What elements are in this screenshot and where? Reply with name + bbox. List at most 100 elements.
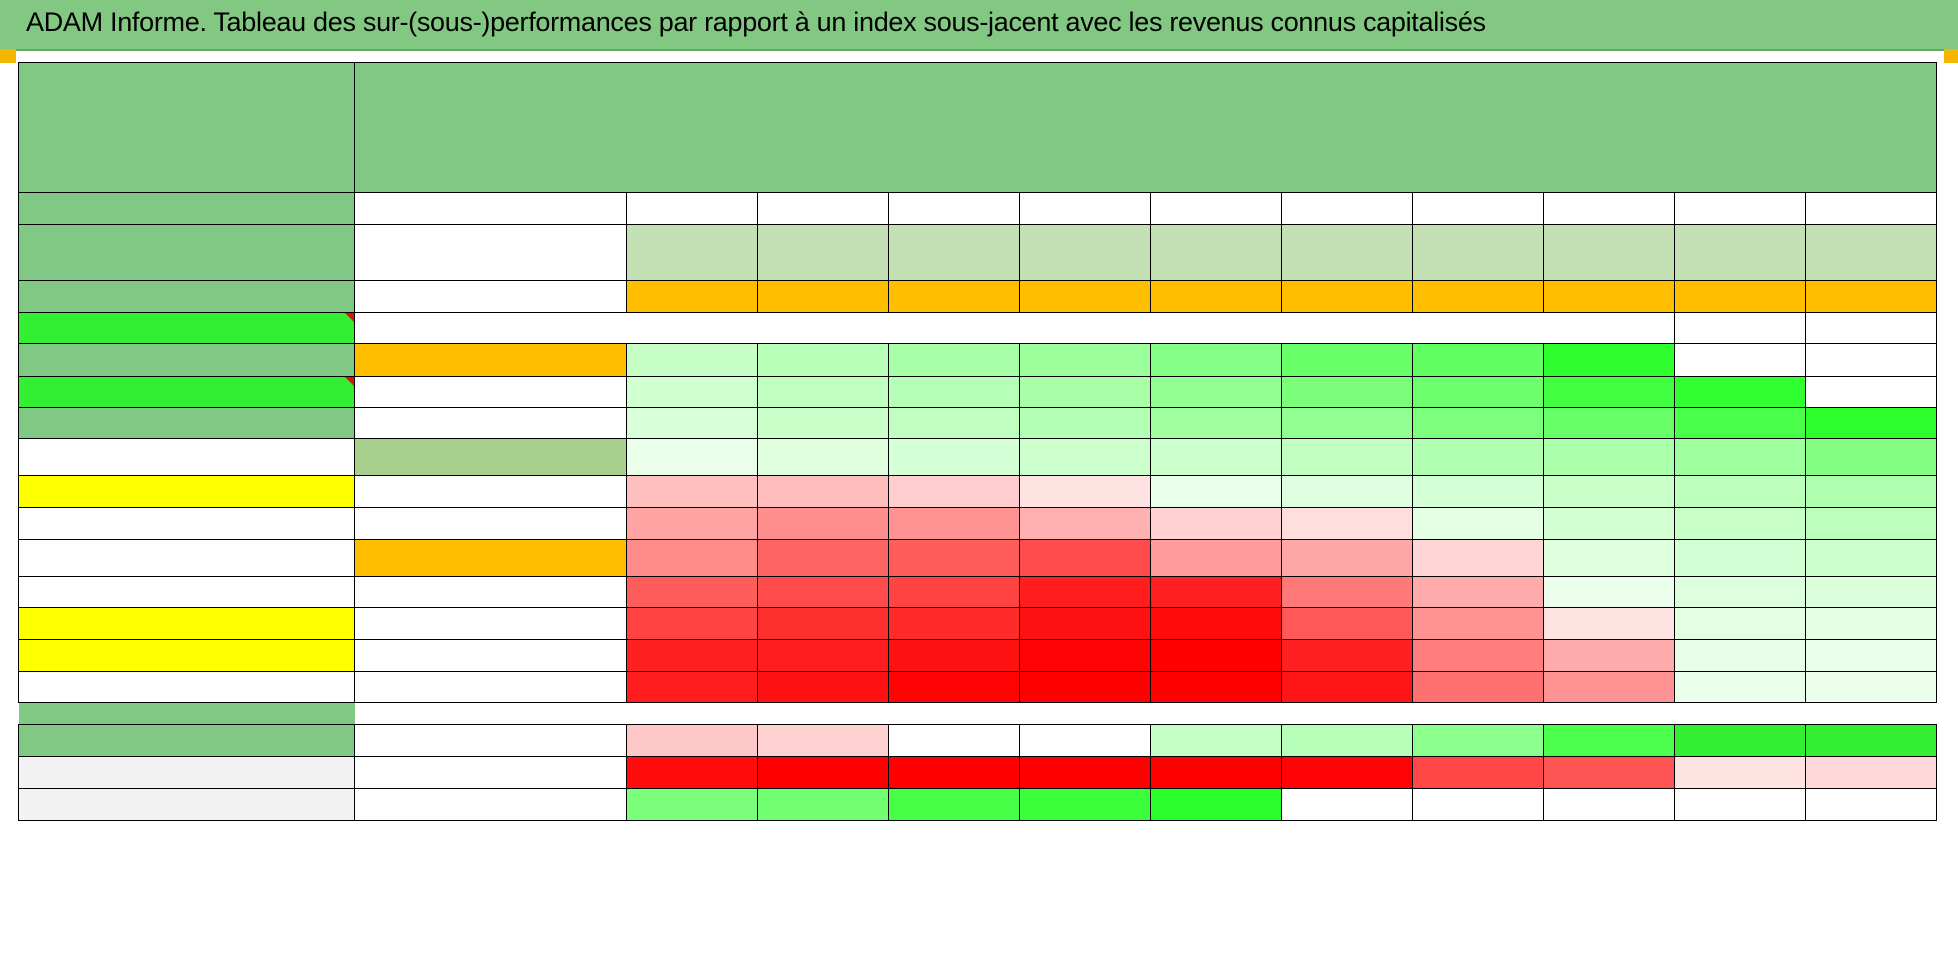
prob-value bbox=[1805, 438, 1937, 476]
prob-value bbox=[1150, 475, 1282, 508]
prob-value bbox=[626, 539, 758, 577]
prob-value bbox=[1019, 671, 1151, 703]
pos-value bbox=[1805, 724, 1937, 757]
left-label bbox=[18, 312, 355, 344]
prob-title bbox=[354, 312, 1675, 344]
prob-value bbox=[1412, 539, 1544, 577]
gap-cell bbox=[18, 702, 355, 725]
pos-row bbox=[18, 724, 1937, 757]
prob-value bbox=[626, 376, 758, 408]
vol-value bbox=[1543, 280, 1675, 313]
row-label-years bbox=[354, 192, 627, 225]
prob-value bbox=[1412, 376, 1544, 408]
max-value bbox=[888, 788, 1020, 821]
gap-cell bbox=[354, 702, 1937, 725]
threshold-value bbox=[354, 639, 627, 672]
prob-value bbox=[888, 639, 1020, 672]
prob-row bbox=[18, 607, 1937, 640]
corner-marker-left bbox=[0, 49, 16, 63]
prob-value bbox=[1150, 343, 1282, 377]
prob-value bbox=[888, 376, 1020, 408]
vol-value bbox=[1019, 280, 1151, 313]
vol-value bbox=[626, 280, 758, 313]
gap-row bbox=[18, 702, 1937, 725]
prob-value bbox=[1019, 438, 1151, 476]
prob-value bbox=[1674, 671, 1806, 703]
left-label bbox=[18, 671, 355, 703]
left-label bbox=[18, 343, 355, 377]
prob-value bbox=[626, 671, 758, 703]
prob-value bbox=[1674, 407, 1806, 439]
prob-value bbox=[1412, 639, 1544, 672]
row-label-max bbox=[354, 788, 627, 821]
year-header bbox=[1019, 192, 1151, 225]
min-value bbox=[1543, 756, 1675, 789]
year-header bbox=[888, 192, 1020, 225]
prob-value bbox=[1019, 639, 1151, 672]
footer-left-label bbox=[18, 756, 355, 789]
max-value bbox=[626, 788, 758, 821]
rend-value bbox=[1805, 224, 1937, 281]
prob-value bbox=[1805, 639, 1937, 672]
row-label-vol bbox=[354, 280, 627, 313]
prob-value bbox=[1412, 507, 1544, 540]
prob-value bbox=[888, 671, 1020, 703]
prob-value bbox=[1805, 671, 1937, 703]
left-label bbox=[18, 639, 355, 672]
prob-value bbox=[1281, 438, 1413, 476]
prob-row bbox=[18, 475, 1937, 508]
corner-marker-right bbox=[1944, 49, 1958, 63]
prob-value bbox=[626, 576, 758, 608]
prob-value bbox=[1150, 607, 1282, 640]
threshold-value bbox=[354, 376, 627, 408]
prob-value bbox=[1805, 607, 1937, 640]
company-name bbox=[18, 62, 355, 193]
prob-value bbox=[1281, 407, 1413, 439]
prob-value bbox=[888, 539, 1020, 577]
prob-value bbox=[757, 576, 889, 608]
threshold-value bbox=[354, 475, 627, 508]
vol-value bbox=[1805, 280, 1937, 313]
vol-value bbox=[1674, 280, 1806, 313]
min-value bbox=[1281, 756, 1413, 789]
years-row bbox=[18, 192, 1937, 225]
description bbox=[354, 62, 1937, 193]
min-value bbox=[757, 756, 889, 789]
prob-value bbox=[1150, 376, 1282, 408]
rend-value bbox=[626, 224, 758, 281]
prob-value bbox=[1150, 671, 1282, 703]
prob-value bbox=[1150, 639, 1282, 672]
left-label bbox=[18, 539, 355, 577]
left-label bbox=[18, 607, 355, 640]
threshold-value bbox=[354, 671, 627, 703]
rend-row bbox=[18, 224, 1937, 281]
year-header bbox=[757, 192, 889, 225]
prob-value bbox=[1805, 576, 1937, 608]
left-label bbox=[18, 507, 355, 540]
prob-value bbox=[1019, 343, 1151, 377]
prob-value bbox=[1805, 407, 1937, 439]
max-value bbox=[1281, 788, 1413, 821]
prob-value bbox=[757, 671, 889, 703]
prob-value bbox=[757, 507, 889, 540]
performance-table bbox=[18, 62, 1937, 821]
prob-value bbox=[1805, 507, 1937, 540]
vol-row bbox=[18, 280, 1937, 313]
prob-value bbox=[1805, 539, 1937, 577]
left-label bbox=[18, 280, 355, 313]
prob-value bbox=[757, 407, 889, 439]
year-header bbox=[1281, 192, 1413, 225]
prob-value bbox=[1674, 539, 1806, 577]
threshold-value bbox=[354, 607, 627, 640]
pos-value bbox=[1019, 724, 1151, 757]
prob-value bbox=[626, 507, 758, 540]
threshold-value bbox=[354, 539, 627, 577]
prob-value bbox=[1281, 607, 1413, 640]
header-row bbox=[18, 62, 1937, 193]
comment-marker bbox=[345, 313, 354, 322]
max-value bbox=[1674, 788, 1806, 821]
left-label bbox=[18, 438, 355, 476]
pos-value bbox=[888, 724, 1020, 757]
min-row bbox=[18, 756, 1937, 789]
max-value bbox=[1412, 788, 1544, 821]
